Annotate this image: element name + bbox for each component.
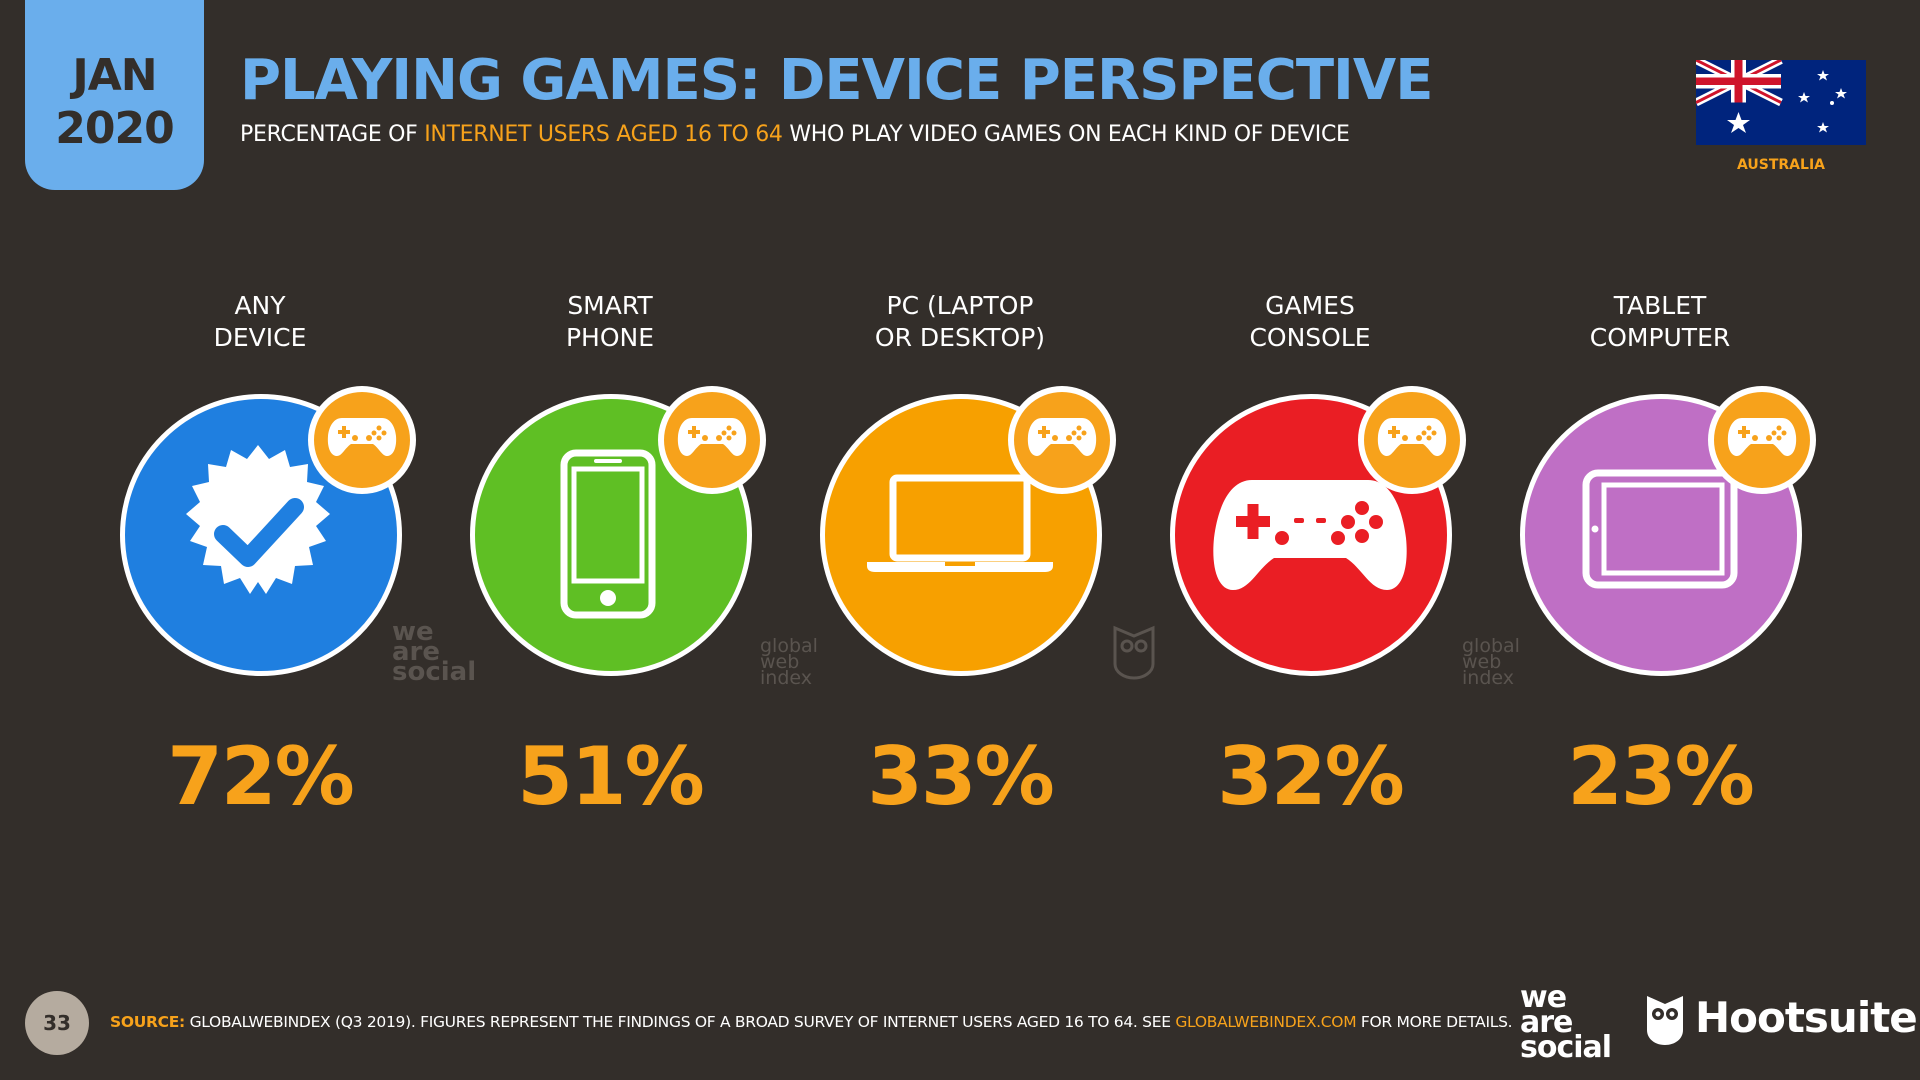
- watermark-line1: we: [392, 617, 434, 647]
- gamepad-badge: [658, 386, 766, 494]
- date-year: 2020: [55, 103, 174, 154]
- date-month: JAN: [72, 50, 157, 101]
- device-label-line2: CONSOLE: [1249, 323, 1371, 352]
- watermark-line2: web: [760, 651, 800, 673]
- we-are-social-watermark: we are social: [392, 617, 477, 687]
- laptop-icon: [867, 474, 1053, 572]
- gamepad-icon: [327, 418, 397, 456]
- device-label: ANY DEVICE: [110, 290, 410, 354]
- device-value: 33%: [867, 730, 1054, 823]
- device-column-any: ANY DEVICE 72%: [110, 290, 416, 830]
- gamepad-badge: [1708, 386, 1816, 494]
- device-label-line1: GAMES: [1265, 291, 1355, 320]
- device-label-line2: DEVICE: [213, 323, 307, 352]
- device-label: PC (LAPTOP OR DESKTOP): [810, 290, 1110, 354]
- source-link[interactable]: GLOBALWEBINDEX.COM: [1175, 1013, 1357, 1031]
- gamepad-icon: [677, 418, 747, 456]
- device-circle: [470, 386, 766, 676]
- logo-line2: are: [1520, 1005, 1573, 1040]
- watermark-line3: index: [1462, 667, 1514, 689]
- page-subtitle: PERCENTAGE OF INTERNET USERS AGED 16 TO …: [240, 122, 1350, 147]
- device-circle: [1520, 386, 1816, 676]
- device-column-pc: PC (LAPTOP OR DESKTOP) 33%: [810, 290, 1116, 830]
- source-label: SOURCE:: [110, 1013, 185, 1031]
- source-text-post: FOR MORE DETAILS.: [1356, 1013, 1513, 1031]
- device-label-line1: ANY: [234, 291, 286, 320]
- watermark-line2: are: [392, 637, 441, 667]
- device-value: 72%: [167, 730, 354, 823]
- date-tab: JAN 2020: [25, 0, 204, 190]
- device-label-line2: COMPUTER: [1589, 323, 1731, 352]
- device-label-line2: OR DESKTOP): [874, 323, 1046, 352]
- hootsuite-logo: Hootsuite: [1695, 993, 1918, 1042]
- device-column-console: GAMES CONSOLE 32%: [1160, 290, 1466, 830]
- we-are-social-logo: we are social: [1520, 980, 1612, 1065]
- source-text-pre: GLOBALWEBINDEX (Q3 2019). FIGURES REPRES…: [184, 1013, 1176, 1031]
- gamepad-badge: [1358, 386, 1466, 494]
- device-label: GAMES CONSOLE: [1160, 290, 1460, 354]
- globalwebindex-watermark: global web index: [1462, 635, 1520, 689]
- device-column-smartphone: SMART PHONE 51%: [460, 290, 766, 830]
- subtitle-pre: PERCENTAGE OF: [240, 122, 425, 147]
- logo-line3: social: [1520, 1030, 1612, 1065]
- page-number: 33: [25, 991, 89, 1055]
- device-label-line1: SMART: [567, 291, 653, 320]
- gamepad-icon: [1727, 418, 1797, 456]
- subtitle-highlight: INTERNET USERS AGED 16 TO 64: [424, 122, 783, 147]
- device-circle: [120, 386, 416, 676]
- country-label: AUSTRALIA: [1737, 157, 1825, 173]
- logo-line1: we: [1520, 980, 1567, 1015]
- watermark-line1: global: [1462, 635, 1520, 657]
- device-label-line1: PC (LAPTOP: [886, 291, 1034, 320]
- globalwebindex-watermark: global web index: [760, 635, 818, 689]
- device-label: SMART PHONE: [460, 290, 760, 354]
- watermark-line1: global: [760, 635, 818, 657]
- device-value: 51%: [517, 730, 704, 823]
- subtitle-post: WHO PLAY VIDEO GAMES ON EACH KIND OF DEV…: [782, 122, 1350, 147]
- gamepad-icon: [1377, 418, 1447, 456]
- device-circle: [1170, 386, 1466, 676]
- smartphone-icon: [560, 449, 656, 619]
- australia-flag-icon: [1696, 60, 1866, 145]
- gamepad-icon: [1213, 480, 1407, 590]
- device-label: TABLET COMPUTER: [1510, 290, 1810, 354]
- verified-badge-icon: [186, 445, 330, 594]
- watermark-line2: web: [1462, 651, 1502, 673]
- hootsuite-owl-watermark-icon: [1113, 625, 1155, 680]
- watermark-line3: social: [392, 657, 477, 687]
- hootsuite-owl-icon: [1647, 996, 1683, 1045]
- watermark-line3: index: [760, 667, 812, 689]
- gamepad-icon: [1027, 418, 1097, 456]
- gamepad-badge: [1008, 386, 1116, 494]
- source-note: SOURCE: GLOBALWEBINDEX (Q3 2019). FIGURE…: [110, 1013, 1513, 1031]
- device-column-tablet: TABLET COMPUTER 23%: [1510, 290, 1816, 830]
- page-title: PLAYING GAMES: DEVICE PERSPECTIVE: [240, 48, 1433, 113]
- device-value: 32%: [1217, 730, 1404, 823]
- device-label-line1: TABLET: [1613, 291, 1707, 320]
- gamepad-badge: [308, 386, 416, 494]
- device-value: 23%: [1567, 730, 1754, 823]
- device-label-line2: PHONE: [565, 323, 655, 352]
- tablet-icon: [1582, 469, 1738, 589]
- device-circle: [820, 386, 1116, 676]
